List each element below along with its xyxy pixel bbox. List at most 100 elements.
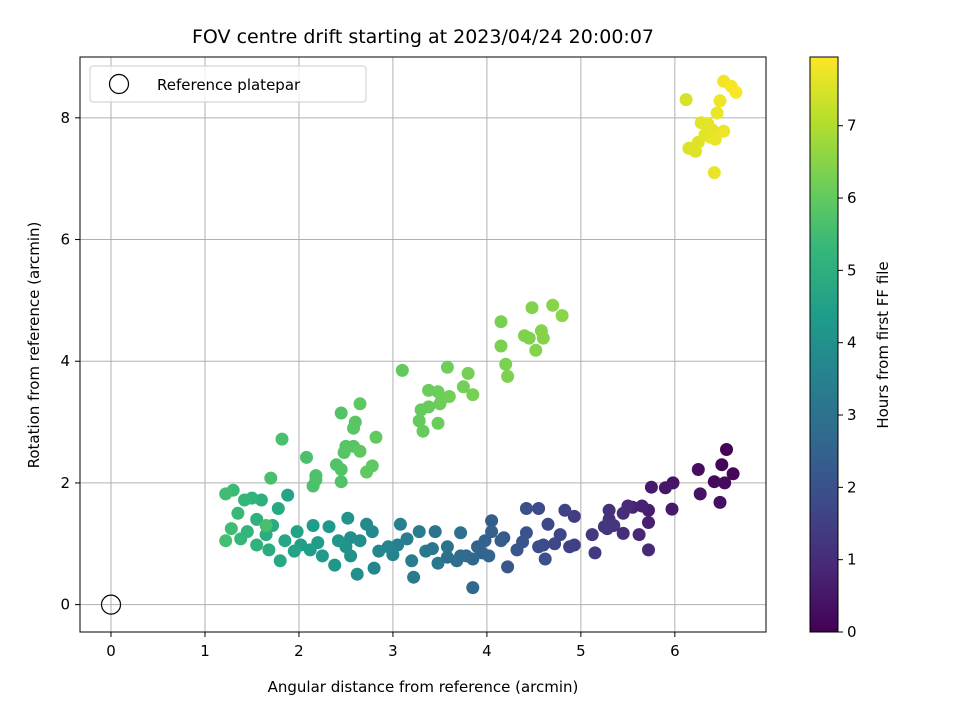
data-point (219, 487, 233, 501)
data-point (546, 298, 560, 312)
data-point (485, 525, 499, 539)
data-point (416, 424, 430, 438)
colorbar-gradient (809, 56, 839, 633)
data-point (262, 543, 276, 557)
colorbar: 0 1 2 3 4 5 6 7 Hours from first FF file (809, 56, 892, 641)
data-point (341, 511, 355, 525)
data-point (693, 487, 707, 501)
legend-marker-open-circle (108, 73, 130, 95)
data-point (238, 493, 251, 507)
data-point (412, 414, 426, 428)
colorbar-tick-label: 2 (847, 478, 857, 496)
grid (80, 57, 766, 632)
data-point (707, 166, 721, 180)
data-point (710, 106, 724, 120)
data-point (271, 502, 285, 515)
data-point (558, 503, 572, 517)
data-point (353, 444, 367, 458)
x-tick-label: 0 (106, 642, 116, 660)
data-points (100, 74, 743, 615)
data-point (532, 502, 546, 515)
data-point (597, 520, 611, 534)
x-axis-ticks: 0 1 2 3 4 5 6 (106, 632, 680, 660)
data-point (525, 301, 539, 315)
data-point (224, 522, 238, 536)
data-point (287, 544, 301, 558)
data-point (334, 406, 348, 420)
legend-box (89, 65, 367, 103)
data-point (348, 415, 362, 429)
data-point (454, 526, 468, 540)
x-tick-label: 2 (294, 642, 304, 660)
data-point (275, 432, 289, 446)
data-point (322, 520, 336, 534)
data-point (726, 467, 740, 481)
data-point (466, 581, 480, 595)
data-point (428, 525, 442, 539)
data-point (367, 561, 381, 575)
data-point (278, 534, 292, 548)
data-point (461, 366, 475, 380)
data-point (440, 550, 454, 564)
colorbar-tick-label: 1 (847, 551, 857, 569)
colorbar-tick-label: 4 (847, 334, 857, 352)
legend-label: Reference platepar (157, 76, 301, 94)
data-point (691, 463, 705, 476)
data-point (501, 369, 515, 383)
data-point (259, 528, 273, 542)
data-point (306, 519, 320, 532)
plot-frame (79, 56, 767, 633)
data-point (707, 475, 721, 489)
data-point (431, 416, 445, 430)
y-tick-label: 0 (60, 596, 70, 614)
data-point (494, 534, 508, 548)
data-point (440, 360, 454, 374)
data-point (334, 463, 348, 476)
data-point (259, 519, 273, 532)
x-tick-label: 5 (576, 642, 586, 660)
data-point (644, 480, 658, 494)
data-point (309, 469, 323, 483)
x-tick-label: 3 (388, 642, 398, 660)
data-point (485, 514, 499, 528)
y-tick-label: 8 (60, 109, 70, 127)
x-tick-label: 6 (670, 642, 680, 660)
data-point (708, 132, 722, 146)
colorbar-tick-label: 3 (847, 406, 857, 424)
data-point (715, 458, 729, 472)
y-tick-label: 2 (60, 474, 70, 492)
y-tick-label: 4 (60, 352, 70, 370)
data-point (602, 503, 616, 517)
data-point (510, 543, 524, 557)
data-point (713, 495, 727, 509)
reference-platepar-marker (100, 594, 122, 615)
data-point (679, 93, 693, 107)
data-point (250, 538, 264, 552)
colorbar-tick-label: 7 (847, 117, 857, 135)
colorbar-ticks: 0 1 2 3 4 5 6 7 (838, 117, 857, 641)
data-point (407, 570, 421, 584)
data-point (548, 537, 562, 551)
data-point (334, 475, 348, 489)
data-point (442, 390, 456, 403)
data-point (400, 532, 414, 546)
data-point (393, 517, 407, 531)
data-point (395, 363, 409, 377)
data-point (331, 534, 345, 548)
data-point (616, 506, 630, 520)
legend: Reference platepar (89, 65, 367, 103)
data-point (290, 525, 304, 539)
data-point (405, 554, 419, 568)
data-point (422, 400, 436, 414)
data-point (729, 85, 743, 99)
data-point (541, 517, 555, 531)
data-point (273, 554, 287, 568)
colorbar-tick-label: 6 (847, 189, 857, 207)
y-axis-label: Rotation from reference (arcmin) (25, 222, 43, 469)
colorbar-tick-label: 0 (847, 623, 857, 641)
colorbar-tick-label: 5 (847, 261, 857, 279)
data-point (300, 450, 313, 464)
y-axis-ticks: 0 2 4 6 8 (60, 109, 80, 614)
data-point (567, 509, 581, 523)
data-point (431, 556, 445, 570)
